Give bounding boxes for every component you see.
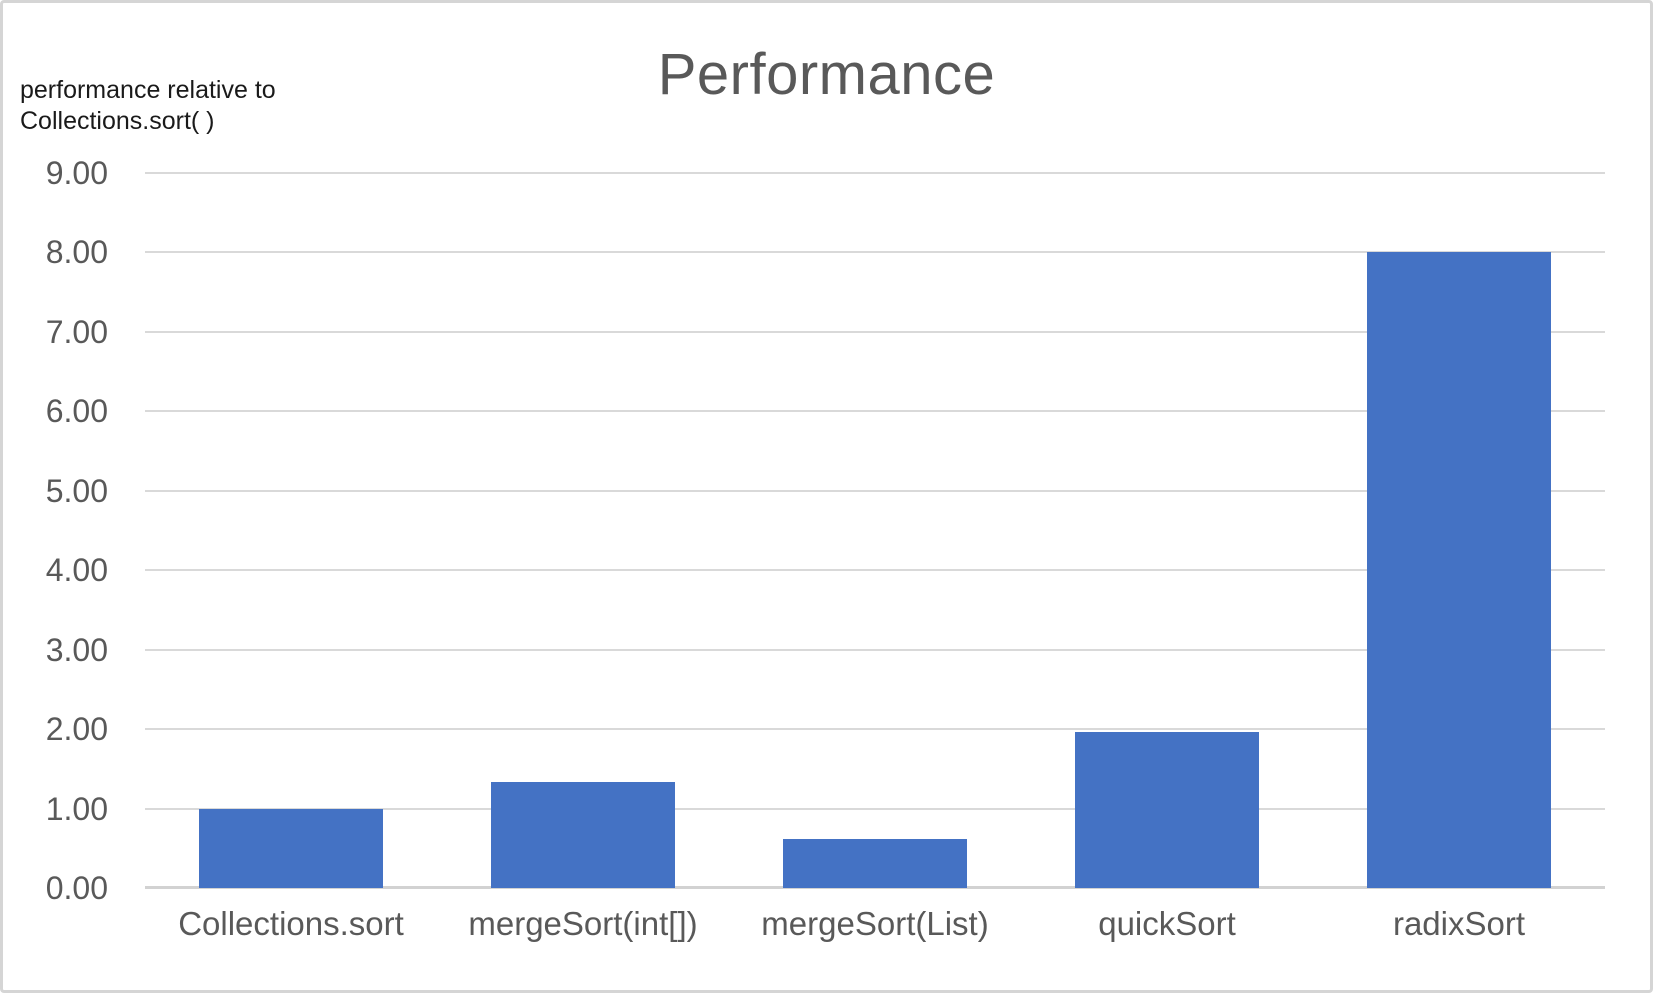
gridline: [145, 172, 1605, 174]
y-axis-title-line-1: performance relative to: [20, 76, 276, 104]
y-tick-label: 6.00: [45, 393, 108, 430]
bar-mergeSort(List): [783, 838, 967, 888]
y-tick-label: 8.00: [45, 234, 108, 271]
gridline: [145, 648, 1605, 651]
y-axis-title: performance relative to Collections.sort…: [20, 75, 276, 137]
y-axis-title-line-2: Collections.sort( ): [20, 107, 215, 135]
y-tick-label: 7.00: [45, 313, 108, 350]
bar-radixSort: [1367, 252, 1551, 888]
category-label: Collections.sort: [178, 905, 404, 942]
category-label: radixSort: [1392, 905, 1526, 942]
bar-quickSort: [1075, 732, 1259, 888]
y-tick-label: 0.00: [45, 870, 108, 906]
y-tick-label: 5.00: [45, 472, 108, 509]
bar-Collections.sort: [199, 808, 383, 888]
y-tick-label: 3.00: [45, 631, 108, 668]
gridline: [145, 410, 1605, 413]
gridline: [145, 251, 1605, 254]
y-tick-label: 9.00: [45, 155, 108, 191]
y-tick-label: 4.00: [45, 552, 108, 589]
category-label: mergeSort(List): [761, 905, 989, 942]
category-label: quickSort: [1098, 905, 1236, 942]
gridline: [145, 728, 1605, 731]
category-label: mergeSort(int[]): [468, 905, 698, 942]
plot-area: [145, 172, 1605, 889]
chart-title: Performance: [657, 42, 996, 107]
gridline: [145, 807, 1605, 810]
y-tick-label: 2.00: [45, 711, 108, 748]
gridline: [145, 569, 1605, 572]
gridline: [145, 330, 1605, 333]
y-tick-label: 1.00: [45, 790, 108, 827]
gridline: [145, 489, 1605, 492]
bar-mergeSort(int[]): [491, 782, 675, 888]
